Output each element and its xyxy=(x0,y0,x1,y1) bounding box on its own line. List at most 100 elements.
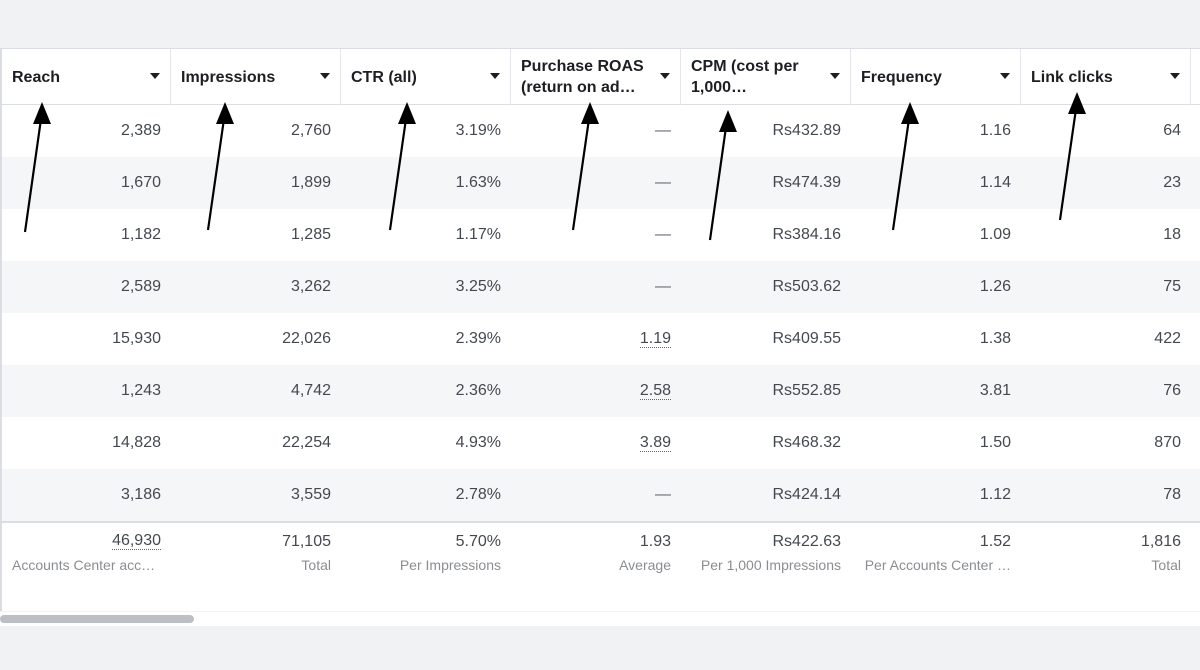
table-row: 3,186 3,559 2.78% — Rs424.14 1.12 78 xyxy=(2,469,1200,521)
cell-ctr: 2.78% xyxy=(341,469,511,521)
cell-value: 76 xyxy=(1163,382,1181,399)
caret-down-icon[interactable] xyxy=(830,73,840,79)
column-header-reach[interactable]: Reach xyxy=(2,49,171,105)
cell-value: — xyxy=(655,226,671,243)
caret-down-icon[interactable] xyxy=(320,73,330,79)
cell-value: 870 xyxy=(1154,434,1181,451)
cell-impressions: 1,285 xyxy=(171,209,341,261)
cell-ctr: 2.39% xyxy=(341,313,511,365)
cell-value: 3.25% xyxy=(455,278,501,295)
table-row: 14,828 22,254 4.93% 3.89 Rs468.32 1.50 870 xyxy=(2,417,1200,469)
cell-value: 1.14 xyxy=(979,174,1011,191)
summary-label: Per Impressions xyxy=(399,557,501,573)
cell-ctr: 4.93% xyxy=(341,417,511,469)
cell-value: 1,285 xyxy=(290,226,331,243)
cell-purchase-roas: — xyxy=(511,469,681,521)
cell-value: 2.39% xyxy=(455,330,501,347)
summary-value[interactable]: 46,930 xyxy=(112,532,161,550)
column-header-label: Impressions xyxy=(181,68,276,86)
table-row: 15,930 22,026 2.39% 1.19 Rs409.55 1.38 422 xyxy=(2,313,1200,365)
cell-reach: 15,930 xyxy=(2,313,171,365)
column-header-ctr[interactable]: CTR (all) xyxy=(341,49,511,105)
table-row: 1,670 1,899 1.63% — Rs474.39 1.14 23 xyxy=(2,157,1200,209)
cell-value: 3,559 xyxy=(290,486,331,503)
cell-value[interactable]: 3.89 xyxy=(639,433,671,452)
cell-link-clicks: 75 xyxy=(1021,261,1191,313)
cell-link-clicks: 422 xyxy=(1021,313,1191,365)
table-row: 1,243 4,742 2.36% 2.58 Rs552.85 3.81 76 xyxy=(2,365,1200,417)
cell-reach: 1,670 xyxy=(2,157,171,209)
cell-reach: 14,828 xyxy=(2,417,171,469)
horizontal-scrollbar-thumb[interactable] xyxy=(0,615,194,623)
summary-label: Total xyxy=(301,557,331,573)
cell-value: 3.19% xyxy=(455,122,501,139)
cell-value[interactable]: 2.58 xyxy=(639,381,671,400)
summary-row: 46,930 Accounts Center acco… 71,105 Tota… xyxy=(2,521,1200,611)
cell-value: 4,742 xyxy=(290,382,331,399)
cell-value: 15,930 xyxy=(112,330,161,347)
cell-cpm: Rs424.14 xyxy=(681,469,851,521)
summary-label: Accounts Center acco… xyxy=(12,557,162,573)
cell-reach: 2,589 xyxy=(2,261,171,313)
cell-value: 23 xyxy=(1163,174,1181,191)
summary-value: 5.70% xyxy=(455,533,501,550)
cell-frequency: 1.38 xyxy=(851,313,1021,365)
column-header-label: CTR (all) xyxy=(351,68,417,86)
cell-value: 1.63% xyxy=(455,174,501,191)
cell-value: 18 xyxy=(1163,226,1181,243)
cell-value: 22,026 xyxy=(282,330,331,347)
cell-value: 1.16 xyxy=(979,122,1011,139)
caret-down-icon[interactable] xyxy=(150,73,160,79)
cell-frequency: 1.12 xyxy=(851,469,1021,521)
cell-frequency: 1.09 xyxy=(851,209,1021,261)
table-row: 2,589 3,262 3.25% — Rs503.62 1.26 75 xyxy=(2,261,1200,313)
cell-value: 2.78% xyxy=(455,486,501,503)
cell-value: Rs468.32 xyxy=(772,434,842,451)
summary-cell-purchase-roas: 1.93 Average xyxy=(511,523,681,611)
cell-impressions: 4,742 xyxy=(171,365,341,417)
cell-ctr: 3.25% xyxy=(341,261,511,313)
cell-purchase-roas: 3.89 xyxy=(511,417,681,469)
horizontal-scrollbar-track[interactable] xyxy=(0,612,1200,626)
column-header-frequency[interactable]: Frequency xyxy=(851,49,1021,105)
table-header-row: Reach Impressions CTR (all) Purchase ROA… xyxy=(2,48,1200,105)
cell-value: 1,899 xyxy=(290,174,331,191)
cell-reach: 1,243 xyxy=(2,365,171,417)
column-header-label: Purchase ROAS (return on ad… xyxy=(521,58,644,96)
summary-cell-link-clicks: 1,816 Total xyxy=(1021,523,1191,611)
cell-value: 64 xyxy=(1163,122,1181,139)
cell-frequency: 1.50 xyxy=(851,417,1021,469)
column-header-link-clicks[interactable]: Link clicks xyxy=(1021,49,1191,105)
caret-down-icon[interactable] xyxy=(1000,73,1010,79)
cell-reach: 2,389 xyxy=(2,105,171,157)
cell-cpm: Rs503.62 xyxy=(681,261,851,313)
column-header-impressions[interactable]: Impressions xyxy=(171,49,341,105)
caret-down-icon[interactable] xyxy=(1170,73,1180,79)
caret-down-icon[interactable] xyxy=(660,73,670,79)
cell-value: 3.81 xyxy=(979,382,1011,399)
caret-down-icon[interactable] xyxy=(490,73,500,79)
table-row: 2,389 2,760 3.19% — Rs432.89 1.16 64 xyxy=(2,105,1200,157)
column-header-label: Frequency xyxy=(861,68,942,86)
cell-value: Rs384.16 xyxy=(772,226,842,243)
cell-purchase-roas: — xyxy=(511,261,681,313)
cell-impressions: 1,899 xyxy=(171,157,341,209)
cell-cpm: Rs432.89 xyxy=(681,105,851,157)
cell-link-clicks: 18 xyxy=(1021,209,1191,261)
cell-cpm: Rs409.55 xyxy=(681,313,851,365)
cell-value: 22,254 xyxy=(282,434,331,451)
column-header-cpm[interactable]: CPM (cost per 1,000… xyxy=(681,49,851,105)
cell-cpm: Rs384.16 xyxy=(681,209,851,261)
cell-value: Rs552.85 xyxy=(772,382,842,399)
cell-value: 2.36% xyxy=(455,382,501,399)
cell-reach: 1,182 xyxy=(2,209,171,261)
summary-label: Average xyxy=(619,557,671,573)
cell-value: 1.26 xyxy=(979,278,1011,295)
cell-link-clicks: 78 xyxy=(1021,469,1191,521)
cell-link-clicks: 870 xyxy=(1021,417,1191,469)
cell-value[interactable]: 1.19 xyxy=(639,329,671,348)
cell-reach: 3,186 xyxy=(2,469,171,521)
cell-value: — xyxy=(655,174,671,191)
cell-ctr: 1.17% xyxy=(341,209,511,261)
column-header-purchase-roas[interactable]: Purchase ROAS (return on ad… xyxy=(511,49,681,105)
